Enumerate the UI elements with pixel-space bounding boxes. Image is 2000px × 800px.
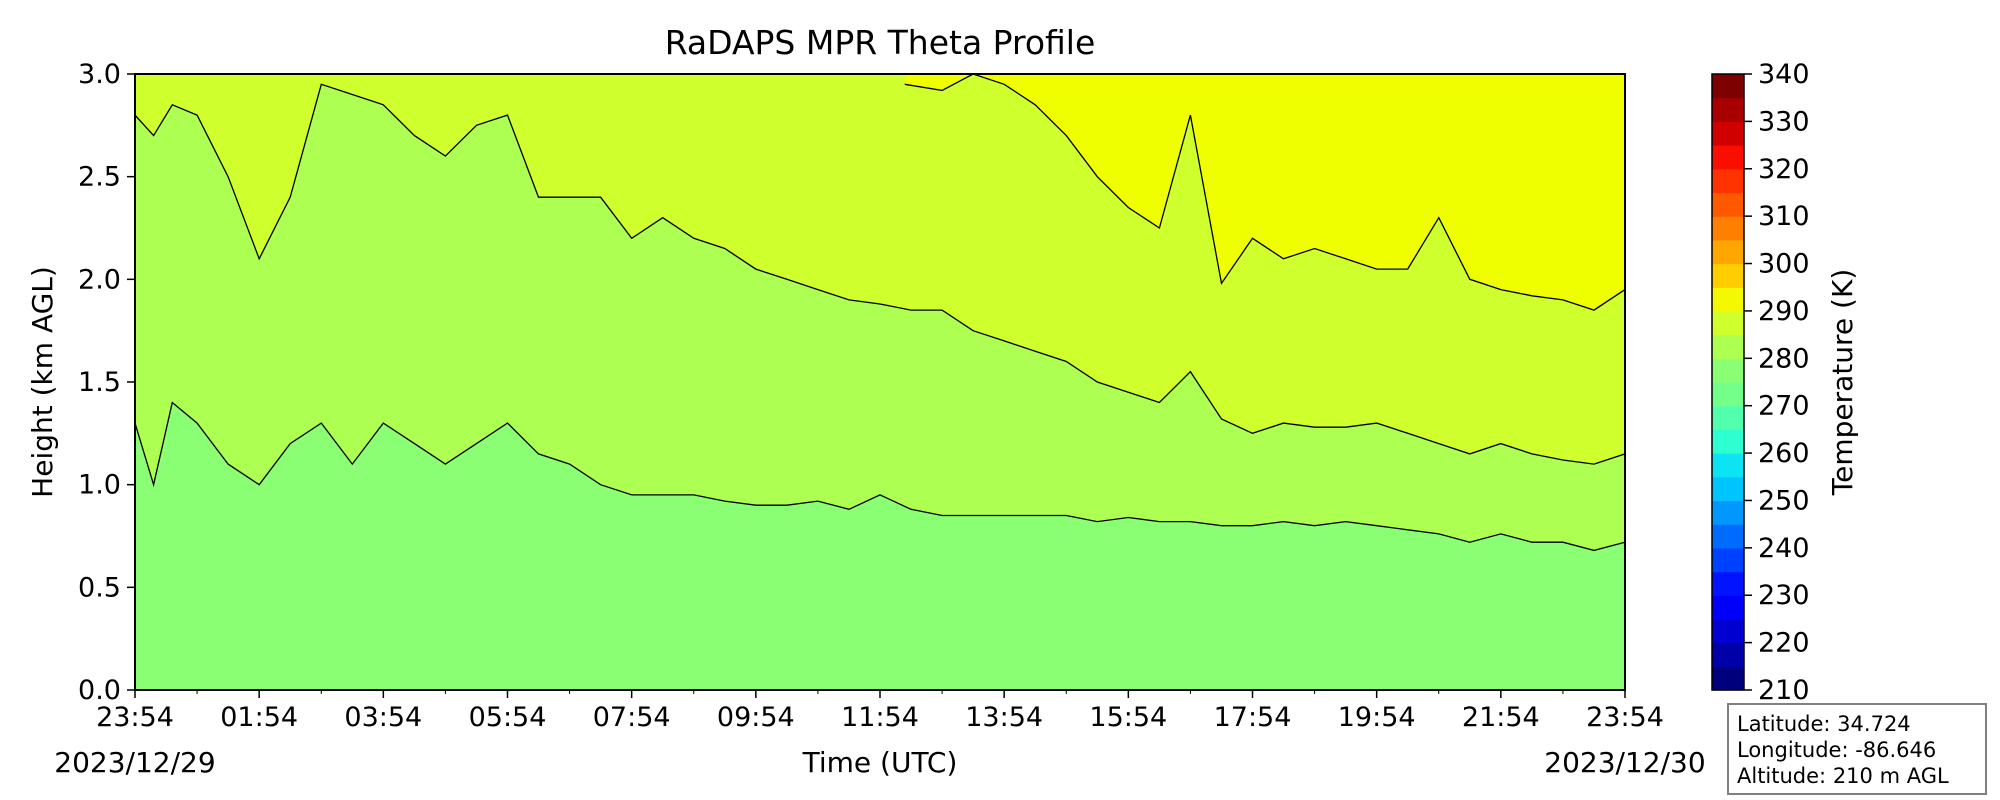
colorbar-tick-label: 310	[1758, 201, 1810, 232]
contour-line-2	[904, 74, 1625, 311]
colorbar-segment	[1712, 642, 1744, 667]
location-info-box: Latitude: 34.724 Longitude: -86.646 Alti…	[1727, 703, 1987, 795]
colorbar-title: Temperature (K)	[1826, 269, 1859, 496]
colorbar-tick-label: 220	[1758, 628, 1810, 659]
colorbar-segment	[1712, 547, 1744, 573]
colorbar-segment	[1712, 216, 1744, 241]
colorbar-segment	[1712, 192, 1744, 217]
x-tick-label: 03:54	[344, 702, 422, 733]
colorbar-segment	[1712, 97, 1744, 122]
colorbar-segment	[1712, 382, 1744, 407]
x-tick-label: 07:54	[593, 702, 671, 733]
colorbar-segment	[1712, 429, 1744, 454]
colorbar-tick-label: 290	[1758, 296, 1810, 327]
colorbar-segment	[1712, 287, 1744, 312]
colorbar-segment	[1712, 334, 1744, 359]
x-axis-title: Time (UTC)	[802, 746, 958, 779]
colorbar-segment	[1712, 453, 1744, 478]
x-tick-label: 05:54	[469, 702, 547, 733]
x-tick-label: 11:54	[841, 702, 919, 733]
x-tick-label: 21:54	[1462, 702, 1540, 733]
x-tick-label: 17:54	[1214, 702, 1292, 733]
x-tick-label: 23:54	[1586, 702, 1664, 733]
colorbar-segment	[1712, 168, 1744, 194]
colorbar-segment	[1712, 405, 1744, 430]
longitude-text: Longitude: -86.646	[1737, 738, 1937, 762]
colorbar-segment	[1712, 524, 1744, 549]
latitude-text: Latitude: 34.724	[1737, 712, 1911, 736]
colorbar-segment	[1712, 476, 1744, 502]
y-tick-label: 0.0	[78, 675, 121, 706]
y-tick-label: 2.5	[78, 162, 121, 193]
y-axis-title: Height (km AGL)	[26, 266, 59, 498]
colorbar	[1711, 73, 1745, 691]
colorbar-tick-label: 300	[1758, 249, 1810, 280]
colorbar-segment	[1712, 500, 1744, 525]
colorbar-segment	[1712, 239, 1744, 265]
colorbar-tick-label: 230	[1758, 580, 1810, 611]
colorbar-tick-label: 270	[1758, 391, 1810, 422]
y-tick-label: 1.5	[78, 367, 121, 398]
altitude-text: Altitude: 210 m AGL	[1737, 764, 1949, 788]
contour-line-0	[135, 401, 1625, 552]
colorbar-tick-label: 210	[1758, 675, 1810, 706]
y-tick-label: 1.0	[78, 470, 121, 501]
x-tick-label: 09:54	[717, 702, 795, 733]
colorbar-tick-label: 250	[1758, 485, 1810, 516]
colorbar-tick-label: 340	[1758, 59, 1810, 90]
contour-line-1	[135, 83, 1625, 465]
chart-title: RaDAPS MPR Theta Profile	[665, 23, 1096, 62]
y-axis: 0.0 0.5 1.0 1.5 2.0 2.5 3.0	[78, 59, 135, 706]
colorbar-segment	[1712, 74, 1744, 99]
colorbar-tick-label: 240	[1758, 533, 1810, 564]
y-tick-label: 3.0	[78, 59, 121, 90]
x-tick-label: 23:54	[96, 702, 174, 733]
x-tick-label: 19:54	[1338, 702, 1416, 733]
y-tick-label: 2.0	[78, 264, 121, 295]
end-date-label: 2023/12/30	[1544, 746, 1705, 779]
colorbar-tick-label: 320	[1758, 154, 1810, 185]
colorbar-segment	[1712, 595, 1744, 620]
colorbar-tick-label: 280	[1758, 343, 1810, 374]
y-tick-label: 0.5	[78, 572, 121, 603]
start-date-label: 2023/12/29	[54, 746, 215, 779]
colorbar-segment	[1712, 310, 1744, 336]
colorbar-segment	[1712, 121, 1744, 146]
colorbar-tick-label: 260	[1758, 438, 1810, 469]
colorbar-tick-label: 330	[1758, 106, 1810, 137]
plot-area	[135, 74, 1625, 690]
x-tick-label: 13:54	[965, 702, 1043, 733]
colorbar-segment	[1712, 571, 1744, 596]
x-tick-label: 15:54	[1089, 702, 1167, 733]
x-tick-label: 01:54	[220, 702, 298, 733]
colorbar-segment	[1712, 618, 1744, 644]
x-axis: 23:54 01:54 03:54 05:54 07:54 09:54 11:54 13:54…	[96, 690, 1664, 733]
colorbar-frame	[1711, 73, 1745, 691]
band-275-280	[135, 402, 1625, 690]
colorbar-segment	[1712, 666, 1744, 691]
colorbar-segment	[1712, 263, 1744, 288]
colorbar-segment	[1712, 358, 1744, 383]
colorbar-segment	[1712, 145, 1744, 170]
band-285-290	[135, 74, 1625, 465]
colorbar-axis: 210 220 230 240 250 260 270 280 290 300 310 320 330 3…	[1744, 59, 1810, 706]
